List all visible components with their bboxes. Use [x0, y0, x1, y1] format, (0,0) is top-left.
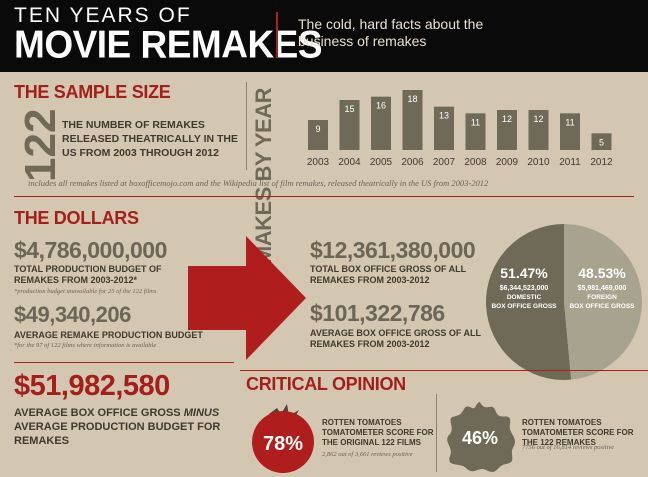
- difference-value: $51,982,580: [14, 370, 170, 402]
- pie-pct-domestic: 51.47%: [500, 265, 548, 281]
- bar-2005: [371, 96, 391, 150]
- pie-label2-foreign: BOX OFFICE GROSS: [569, 303, 635, 310]
- tick-label-2010: 2010: [527, 157, 550, 168]
- bar-label-2006: 18: [407, 94, 417, 104]
- pie-slice-domestic: [485, 224, 572, 381]
- critical-opinion-section: [240, 370, 648, 477]
- sample-divider: [246, 82, 247, 170]
- production-average: $49,340,206: [14, 302, 131, 327]
- pie-label2-domestic: BOX OFFICE GROSS: [491, 303, 557, 310]
- bar-2009: [497, 110, 517, 150]
- production-total-caption: TOTAL PRODUCTION BUDGET OF REMAKES FROM …: [14, 264, 162, 285]
- sample-size-title: THE SAMPLE SIZE: [14, 82, 171, 102]
- tick-label-2004: 2004: [338, 157, 361, 168]
- bar-label-2012: 5: [599, 137, 604, 147]
- original-score-caption: ROTTEN TOMATOES TOMATOMETER SCORE FOR TH…: [322, 418, 434, 447]
- sample-footnote: includes all remakes listed at boxoffice…: [28, 178, 489, 188]
- production-total: $4,786,000,000: [14, 237, 167, 263]
- bar-label-2009: 12: [502, 114, 512, 124]
- gross-average: $101,322,786: [310, 300, 445, 326]
- header-title-line1: TEN YEARS OF: [14, 4, 192, 27]
- header-banner: TEN YEARS OF MOVIE REMAKES The cold, har…: [0, 0, 648, 72]
- pie-amount-domestic: $6,344,523,000: [500, 285, 549, 292]
- header-title-line2: MOVIE REMAKES: [14, 22, 323, 66]
- tick-label-2003: 2003: [307, 157, 330, 168]
- sample-description: THE NUMBER OF REMAKES RELEASED THEATRICA…: [62, 119, 238, 159]
- dollars-title: THE DOLLARS: [14, 208, 139, 228]
- bar-2012: [591, 133, 612, 150]
- dollars-divider: [14, 362, 234, 363]
- production-total-note: *production budget unavailable for 25 of…: [14, 288, 157, 295]
- gross-total-caption: TOTAL BOX OFFICE GROSS OF ALL REMAKES FR…: [310, 264, 467, 285]
- difference-caption-b: AVERAGE PRODUCTION BUDGET FOR REMAKES: [14, 421, 221, 447]
- tick-label-2007: 2007: [433, 157, 456, 168]
- section-divider: [14, 196, 634, 197]
- tick-label-2005: 2005: [370, 157, 393, 168]
- pie-label1-domestic: DOMESTIC: [507, 294, 542, 301]
- pie-pct-foreign: 48.53%: [578, 265, 626, 281]
- bar-label-2010: 12: [533, 114, 543, 124]
- bar-label-2007: 13: [439, 111, 449, 121]
- tick-label-2012: 2012: [590, 157, 613, 168]
- difference-caption: AVERAGE BOX OFFICE GROSS MINUS AVERAGE P…: [14, 406, 224, 448]
- arrow-icon: [188, 236, 306, 360]
- pie-slice-foreign: [564, 224, 642, 380]
- gross-average-caption: AVERAGE BOX OFFICE GROSS OF ALL REMAKES …: [310, 328, 481, 349]
- critical-divider: [436, 394, 437, 472]
- pie-amount-foreign: $5,981,469,000: [578, 285, 627, 292]
- original-score: 78%: [263, 433, 303, 455]
- bar-2008: [465, 113, 486, 150]
- bar-2007: [434, 106, 454, 150]
- pie-label1-foreign: FOREIGN: [587, 294, 617, 301]
- critical-title: CRITICAL OPINION: [246, 374, 406, 394]
- gross-pie-chart: 51.47% $6,344,523,000 DOMESTIC BOX OFFICE G…: [485, 224, 642, 381]
- production-average-caption: AVERAGE REMAKE PRODUCTION BUDGET: [14, 330, 203, 340]
- tick-label-2011: 2011: [559, 157, 581, 168]
- tomato-icon: 78%: [252, 404, 314, 473]
- original-score-note: 2,862 out of 3,661 reviews positive: [322, 451, 413, 458]
- header-subtitle: The cold, hard facts about the business …: [298, 16, 484, 49]
- remake-score: 46%: [462, 428, 498, 448]
- bar-label-2003: 9: [315, 124, 320, 134]
- remake-score-note: 7756 out of 16,814 reviews positive: [522, 444, 615, 451]
- bar-label-2004: 15: [344, 104, 354, 114]
- difference-caption-minus: MINUS: [183, 407, 220, 419]
- bar-2003: [308, 120, 328, 150]
- gross-total: $12,361,380,000: [310, 237, 476, 263]
- difference-caption-a: AVERAGE BOX OFFICE GROSS: [14, 407, 184, 419]
- bar-label-2011: 11: [565, 117, 574, 127]
- bar-label-2008: 11: [471, 117, 480, 127]
- header-divider: [276, 12, 278, 58]
- bar-2006: [402, 90, 423, 150]
- sample-count: 122: [16, 108, 65, 182]
- bar-2004: [339, 100, 360, 150]
- bar-2010: [528, 110, 549, 150]
- remake-score-caption: ROTTEN TOMATOES TOMATOMETER SCORE FOR TH…: [522, 418, 634, 447]
- bar-label-2005: 16: [376, 101, 386, 111]
- tick-label-2008: 2008: [464, 157, 487, 168]
- tick-label-2009: 2009: [496, 157, 519, 168]
- splat-icon: 46%: [447, 402, 515, 472]
- remakes-by-year-chart: 9 2003 15 2004 16 2005 18 2006 13 2007 11 2008 12 200…: [307, 90, 613, 168]
- tick-label-2006: 2006: [401, 157, 424, 168]
- bar-2011: [560, 113, 580, 150]
- production-average-note: *for the 97 of 122 films where informati…: [14, 342, 157, 349]
